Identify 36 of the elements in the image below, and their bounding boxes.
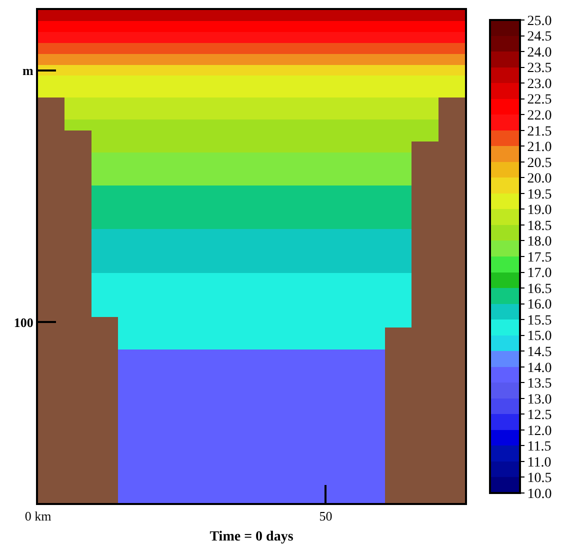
color-bar-label: 13.0 bbox=[527, 392, 552, 408]
color-bar-label: 21.0 bbox=[527, 140, 552, 156]
x-tick-label: 50 bbox=[319, 508, 332, 524]
color-bar-label: 20.5 bbox=[527, 156, 552, 171]
color-bar-label: 24.0 bbox=[527, 45, 552, 60]
color-bar-label: 18.0 bbox=[527, 234, 552, 250]
color-bar-label: 10.5 bbox=[527, 471, 552, 486]
color-bar-label: 19.0 bbox=[527, 203, 552, 218]
color-bar-label: 12.5 bbox=[527, 408, 552, 424]
color-bar-label: 15.0 bbox=[527, 329, 552, 344]
x-tick-label: 0 km bbox=[24, 508, 52, 524]
color-bar-label: 14.0 bbox=[527, 360, 552, 376]
color-bar-label: 13.5 bbox=[527, 376, 552, 392]
color-bar-label: 14.5 bbox=[527, 345, 552, 360]
color-bar-label: 22.5 bbox=[527, 92, 552, 108]
color-bar-label: 16.5 bbox=[527, 282, 552, 297]
color-bar-label: 22.0 bbox=[527, 108, 552, 124]
color-bar-label: 16.0 bbox=[527, 298, 552, 313]
color-bar-label: 11.0 bbox=[527, 455, 552, 470]
color-bar-label: 12.0 bbox=[527, 424, 552, 439]
color-bar-label: 20.0 bbox=[527, 172, 552, 187]
color-bar-label: 24.5 bbox=[527, 30, 552, 45]
color-bar-label: 18.5 bbox=[527, 218, 552, 234]
color-bar-label: 25.0 bbox=[527, 14, 552, 29]
color-bar-label: 23.0 bbox=[527, 76, 552, 92]
x-axis-title: Time = 0 days bbox=[210, 529, 294, 544]
color-bar-label: 15.5 bbox=[527, 313, 552, 328]
color-bar-label: 19.5 bbox=[527, 187, 552, 202]
y-tick-label: 100 bbox=[14, 314, 34, 330]
color-bar-label: 23.5 bbox=[527, 61, 552, 76]
color-bar-label: 17.5 bbox=[527, 250, 552, 266]
color-bar-label: 10.0 bbox=[527, 486, 552, 502]
y-tick-label: m bbox=[22, 62, 34, 78]
color-bar-label: 11.5 bbox=[527, 440, 552, 455]
color-bar-label: 17.0 bbox=[527, 266, 552, 282]
color-bar-label: 21.5 bbox=[527, 124, 552, 140]
